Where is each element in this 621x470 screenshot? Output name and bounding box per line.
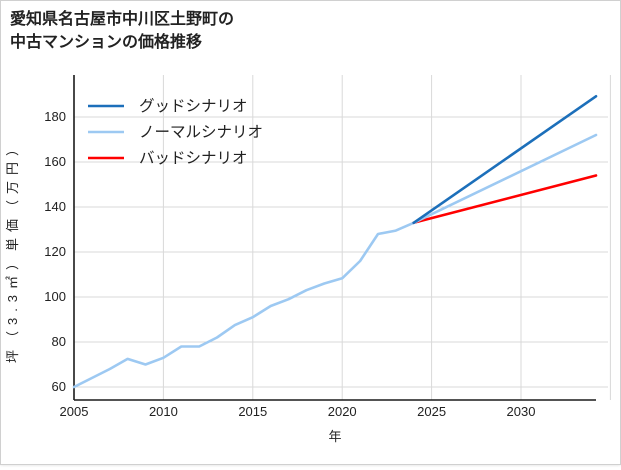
svg-text:140: 140 — [44, 199, 66, 214]
svg-text:2010: 2010 — [149, 404, 178, 419]
svg-text:2020: 2020 — [328, 404, 357, 419]
svg-text:年: 年 — [328, 429, 341, 444]
svg-text:120: 120 — [44, 244, 66, 259]
svg-text:180: 180 — [44, 109, 66, 124]
svg-text:ノーマルシナリオ: ノーマルシナリオ — [139, 124, 263, 141]
svg-text:バッドシナリオ: バッドシナリオ — [139, 150, 248, 167]
svg-text:160: 160 — [44, 154, 66, 169]
svg-text:100: 100 — [44, 289, 66, 304]
svg-text:坪（3.3㎡）単価（万円）: 坪（3.3㎡）単価（万円） — [5, 137, 20, 363]
svg-text:60: 60 — [52, 379, 66, 394]
svg-text:2025: 2025 — [417, 404, 446, 419]
svg-text:2005: 2005 — [60, 404, 89, 419]
svg-text:グッドシナリオ: グッドシナリオ — [139, 97, 248, 115]
svg-text:2030: 2030 — [507, 404, 536, 419]
svg-text:80: 80 — [52, 334, 66, 349]
svg-text:2015: 2015 — [238, 404, 267, 419]
